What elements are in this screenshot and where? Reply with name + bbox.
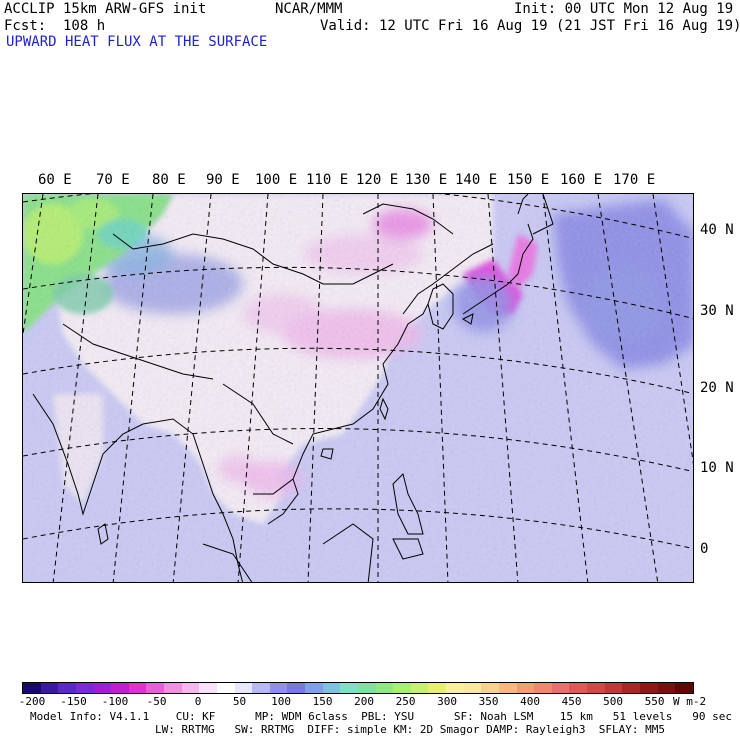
colorbar-tick-label: 150: [312, 695, 333, 708]
colorbar-swatch: [498, 683, 517, 693]
colorbar-tick-label: 250: [395, 695, 416, 708]
lon-label: 70 E: [96, 172, 130, 188]
lon-label: 80 E: [152, 172, 186, 188]
colorbar-tick-label: -150: [60, 695, 87, 708]
colorbar-tick-label: 350: [478, 695, 499, 708]
colorbar-tick-label: 450: [561, 695, 582, 708]
colorbar-swatch: [481, 683, 499, 693]
colorbar-swatch: [40, 683, 59, 693]
lat-label: 30 N: [700, 303, 734, 319]
colorbar-swatch: [199, 683, 217, 693]
colorbar-tick-label: 100: [271, 695, 291, 708]
colorbar-swatch: [657, 683, 676, 693]
model-info-line1: Model Info: V4.1.1 CU: KF MP: WDM 6class…: [30, 710, 732, 723]
colorbar-swatch: [23, 683, 41, 693]
lat-label: 10 N: [700, 460, 734, 476]
lat-label: 40 N: [700, 222, 734, 238]
colorbar-swatch: [322, 683, 341, 693]
colorbar-swatch: [446, 683, 464, 693]
lon-label: 90 E: [206, 172, 240, 188]
colorbar-tick-label: -200: [18, 695, 46, 708]
colorbar-tick-label: 300: [437, 695, 457, 708]
colorbar-swatch: [410, 683, 429, 693]
colorbar-swatch: [675, 683, 693, 693]
colorbar-swatch: [375, 683, 394, 693]
colorbar-tick-label: 400: [520, 695, 540, 708]
colorbar-swatch: [587, 683, 605, 693]
lon-label: 130 E: [405, 172, 448, 188]
colorbar-tick-label: 200: [354, 695, 374, 708]
colorbar-tick-label: 0: [194, 695, 202, 708]
colorbar-tick-label: 550: [644, 695, 665, 708]
lon-label: 140 E: [455, 172, 498, 188]
colorbar-swatch: [534, 683, 552, 693]
colorbar-swatch: [252, 683, 270, 693]
map-canvas: [23, 194, 693, 582]
colorbar-swatch: [164, 683, 182, 693]
model-title: ACCLIP 15km ARW-GFS init: [4, 1, 207, 17]
colorbar: [22, 682, 694, 694]
colorbar-swatch: [569, 683, 587, 693]
lon-label: 100 E: [255, 172, 298, 188]
valid-time: Valid: 12 UTC Fri 16 Aug 19 (21 JST Fri …: [320, 18, 740, 34]
colorbar-swatch: [216, 683, 235, 693]
colorbar-units: W m-2: [673, 695, 707, 708]
lat-label: 0: [700, 541, 709, 557]
lon-label: 120 E: [356, 172, 399, 188]
colorbar-swatch: [287, 683, 305, 693]
colorbar-swatch: [393, 683, 411, 693]
heat-flux-map: [22, 193, 694, 583]
lon-label: 60 E: [38, 172, 72, 188]
center-label: NCAR/MMM: [275, 1, 343, 17]
forecast-hour: Fcst: 108 h: [4, 18, 106, 34]
colorbar-swatch: [428, 683, 446, 693]
colorbar-swatch: [58, 683, 76, 693]
colorbar-swatch: [340, 683, 358, 693]
speckle-texture: [23, 194, 693, 582]
colorbar-swatch: [93, 683, 112, 693]
colorbar-swatch: [305, 683, 323, 693]
init-time: Init: 00 UTC Mon 12 Aug 19: [514, 1, 734, 17]
colorbar-swatch: [234, 683, 253, 693]
colorbar-swatch: [604, 683, 623, 693]
colorbar-tick-label: 500: [603, 695, 623, 708]
colorbar-swatch: [516, 683, 535, 693]
colorbar-swatch: [146, 683, 164, 693]
graticule: [23, 194, 693, 582]
colorbar-swatch: [463, 683, 482, 693]
colorbar-swatch: [75, 683, 94, 693]
lon-label: 170 E: [613, 172, 656, 188]
lon-label: 150 E: [507, 172, 550, 188]
lat-label: 20 N: [700, 380, 734, 396]
lon-label: 160 E: [560, 172, 603, 188]
colorbar-swatch: [111, 683, 129, 693]
colorbar-tick-label: 50: [232, 695, 247, 708]
coastlines: [32, 194, 554, 582]
colorbar-swatch: [551, 683, 570, 693]
colorbar-swatch: [357, 683, 376, 693]
model-info-line2: LW: RRTMG SW: RRTMG DIFF: simple KM: 2D …: [155, 723, 665, 736]
colorbar-swatch: [269, 683, 288, 693]
colorbar-swatch: [128, 683, 147, 693]
colorbar-swatch: [181, 683, 200, 693]
field-title: UPWARD HEAT FLUX AT THE SURFACE: [6, 34, 268, 50]
lon-label: 110 E: [306, 172, 349, 188]
colorbar-tick-label: -50: [146, 695, 167, 708]
colorbar-tick-label: -100: [101, 695, 129, 708]
colorbar-swatch: [622, 683, 640, 693]
colorbar-swatch: [639, 683, 658, 693]
